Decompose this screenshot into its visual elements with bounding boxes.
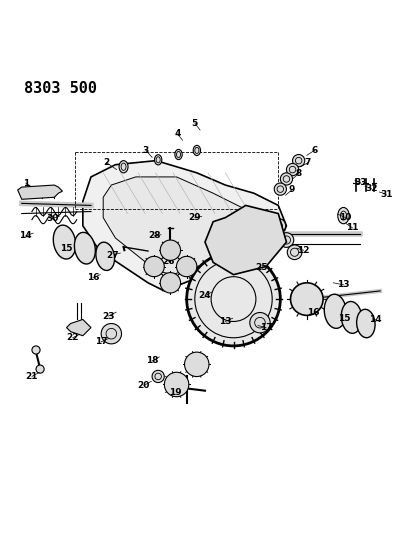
Text: 32: 32 (364, 184, 376, 193)
Text: 15: 15 (337, 314, 350, 322)
Polygon shape (66, 319, 91, 336)
Circle shape (287, 245, 301, 260)
Text: 14: 14 (368, 315, 381, 324)
Circle shape (274, 183, 286, 195)
Ellipse shape (53, 225, 76, 259)
Text: 16: 16 (87, 273, 99, 282)
Text: 9: 9 (288, 185, 294, 195)
Text: 8: 8 (295, 169, 301, 178)
Text: 24: 24 (198, 292, 211, 300)
Text: 2: 2 (103, 158, 109, 167)
Circle shape (160, 240, 180, 261)
Text: 19: 19 (169, 388, 182, 397)
Ellipse shape (154, 155, 162, 165)
Text: 33: 33 (353, 177, 366, 187)
Text: 5: 5 (191, 119, 198, 128)
Text: 27: 27 (106, 251, 118, 260)
Circle shape (280, 173, 292, 185)
Circle shape (160, 272, 180, 293)
Text: 7: 7 (304, 158, 310, 167)
Polygon shape (83, 160, 286, 291)
Text: 17: 17 (259, 323, 272, 332)
Circle shape (36, 365, 44, 373)
Text: 26: 26 (162, 257, 174, 266)
Circle shape (101, 324, 121, 344)
Ellipse shape (340, 302, 361, 333)
Text: 18: 18 (146, 357, 158, 366)
Ellipse shape (74, 232, 95, 264)
Text: 6: 6 (311, 146, 317, 155)
Circle shape (270, 219, 285, 233)
Polygon shape (103, 177, 257, 274)
Text: 13: 13 (336, 280, 349, 289)
Circle shape (164, 372, 189, 397)
Ellipse shape (324, 294, 346, 328)
Text: 14: 14 (20, 231, 32, 240)
Text: 23: 23 (101, 312, 114, 321)
Circle shape (292, 155, 304, 167)
Circle shape (144, 256, 164, 277)
Circle shape (241, 256, 253, 269)
Ellipse shape (356, 309, 374, 338)
Circle shape (290, 283, 322, 316)
Text: 17: 17 (94, 337, 107, 346)
Text: 30: 30 (46, 214, 58, 223)
Text: 22: 22 (66, 333, 79, 342)
Text: 29: 29 (188, 213, 201, 222)
Text: 20: 20 (137, 381, 150, 390)
Circle shape (152, 370, 164, 383)
Text: 12: 12 (297, 246, 309, 255)
Ellipse shape (119, 160, 128, 173)
Ellipse shape (337, 207, 348, 224)
Text: 28: 28 (148, 231, 160, 240)
Circle shape (286, 164, 298, 176)
Text: 4: 4 (174, 129, 180, 138)
Circle shape (186, 252, 280, 346)
Text: 8303 500: 8303 500 (24, 81, 97, 96)
Text: 31: 31 (379, 190, 391, 198)
Text: 16: 16 (306, 308, 318, 317)
Text: 21: 21 (26, 372, 38, 381)
Polygon shape (18, 185, 62, 199)
Text: 1: 1 (22, 179, 29, 188)
Text: 11: 11 (345, 223, 358, 232)
Text: 25: 25 (254, 263, 267, 272)
Text: 10: 10 (339, 213, 351, 222)
Text: 3: 3 (142, 146, 149, 155)
Circle shape (32, 346, 40, 354)
Text: 13: 13 (218, 317, 231, 326)
Circle shape (249, 312, 270, 333)
Ellipse shape (96, 242, 114, 270)
Circle shape (184, 352, 209, 376)
Circle shape (279, 233, 293, 247)
Text: 15: 15 (60, 245, 73, 254)
Ellipse shape (175, 149, 182, 159)
Ellipse shape (193, 146, 200, 156)
Polygon shape (204, 205, 286, 274)
Circle shape (176, 256, 196, 277)
